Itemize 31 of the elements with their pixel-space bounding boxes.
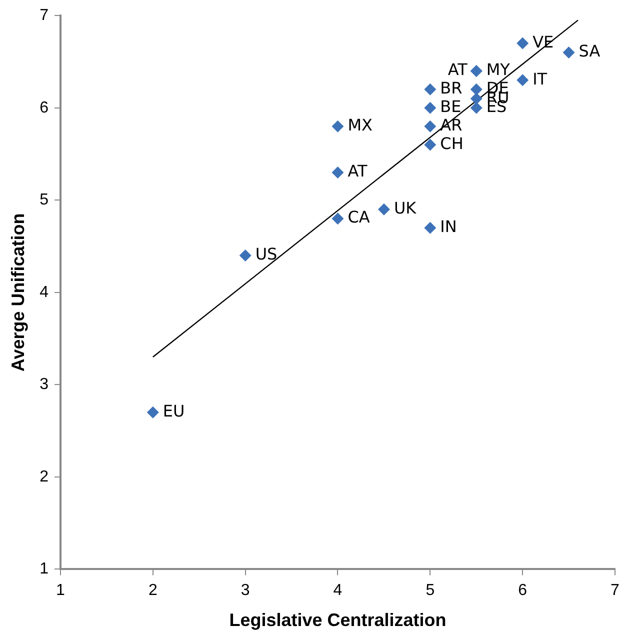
annotation: US [255, 244, 278, 264]
annotation: IT [532, 69, 548, 88]
y-tick-label: 6 [40, 99, 49, 116]
annotation: AT [348, 162, 368, 181]
y-tick-label: 3 [40, 376, 49, 394]
x-axis-title: Legislative Centralization [229, 610, 446, 630]
x-tick-label: 3 [240, 582, 250, 600]
x-tick-label: 4 [333, 582, 342, 600]
annotation: BE [440, 97, 462, 116]
annotation: MX [348, 115, 373, 134]
y-tick-label: 4 [40, 284, 49, 301]
x-tick-label: 5 [426, 582, 435, 600]
annotation: MY [486, 60, 510, 80]
annotation: SA [578, 42, 600, 61]
y-tick-label: 2 [40, 468, 49, 486]
x-tick-label: 2 [148, 582, 158, 600]
annotation: UK [394, 198, 417, 218]
annotation: CH [440, 134, 464, 153]
annotation: IN [440, 216, 457, 236]
annotation: BR [440, 78, 462, 98]
x-tick-label: 7 [610, 582, 620, 600]
annotation: EU [162, 402, 185, 421]
y-axis-title: Averge Unification [8, 213, 28, 372]
annotation: CA [348, 208, 370, 227]
x-tick-label: 6 [518, 582, 528, 600]
annotation: VE [532, 32, 554, 52]
annotation: AT [448, 60, 468, 80]
y-tick-label: 7 [40, 7, 49, 24]
y-tick-label: 1 [40, 560, 49, 578]
y-tick-label: 5 [40, 192, 49, 209]
x-tick-label: 1 [56, 582, 66, 600]
